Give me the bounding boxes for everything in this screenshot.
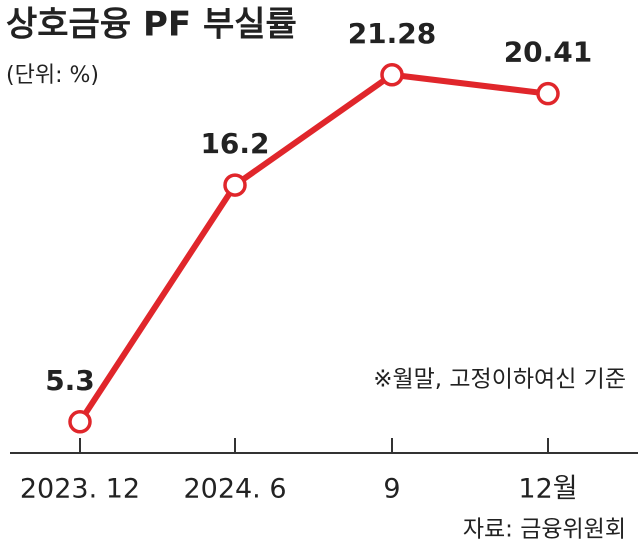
- chart-title: 상호금융 PF 부실률: [6, 5, 297, 45]
- marker: [380, 63, 404, 87]
- x-tick-label: 9: [383, 474, 400, 505]
- source: 자료: 금융위원회: [463, 517, 626, 543]
- data-label: 20.41: [504, 36, 593, 69]
- marker: [223, 173, 247, 197]
- x-tick-label: 2024. 6: [183, 474, 286, 505]
- x-tick-label: 2023. 12: [20, 474, 140, 505]
- marker: [536, 81, 560, 106]
- note: ※월말, 고정이하여신 기준: [373, 367, 626, 393]
- x-tick-label: 12월: [518, 474, 577, 505]
- data-label: 16.2: [200, 127, 269, 160]
- data-label: 5.3: [45, 364, 95, 397]
- marker: [68, 410, 92, 434]
- data-label: 21.28: [348, 17, 437, 50]
- line: [77, 71, 549, 424]
- unit-label: (단위: %): [6, 63, 99, 88]
